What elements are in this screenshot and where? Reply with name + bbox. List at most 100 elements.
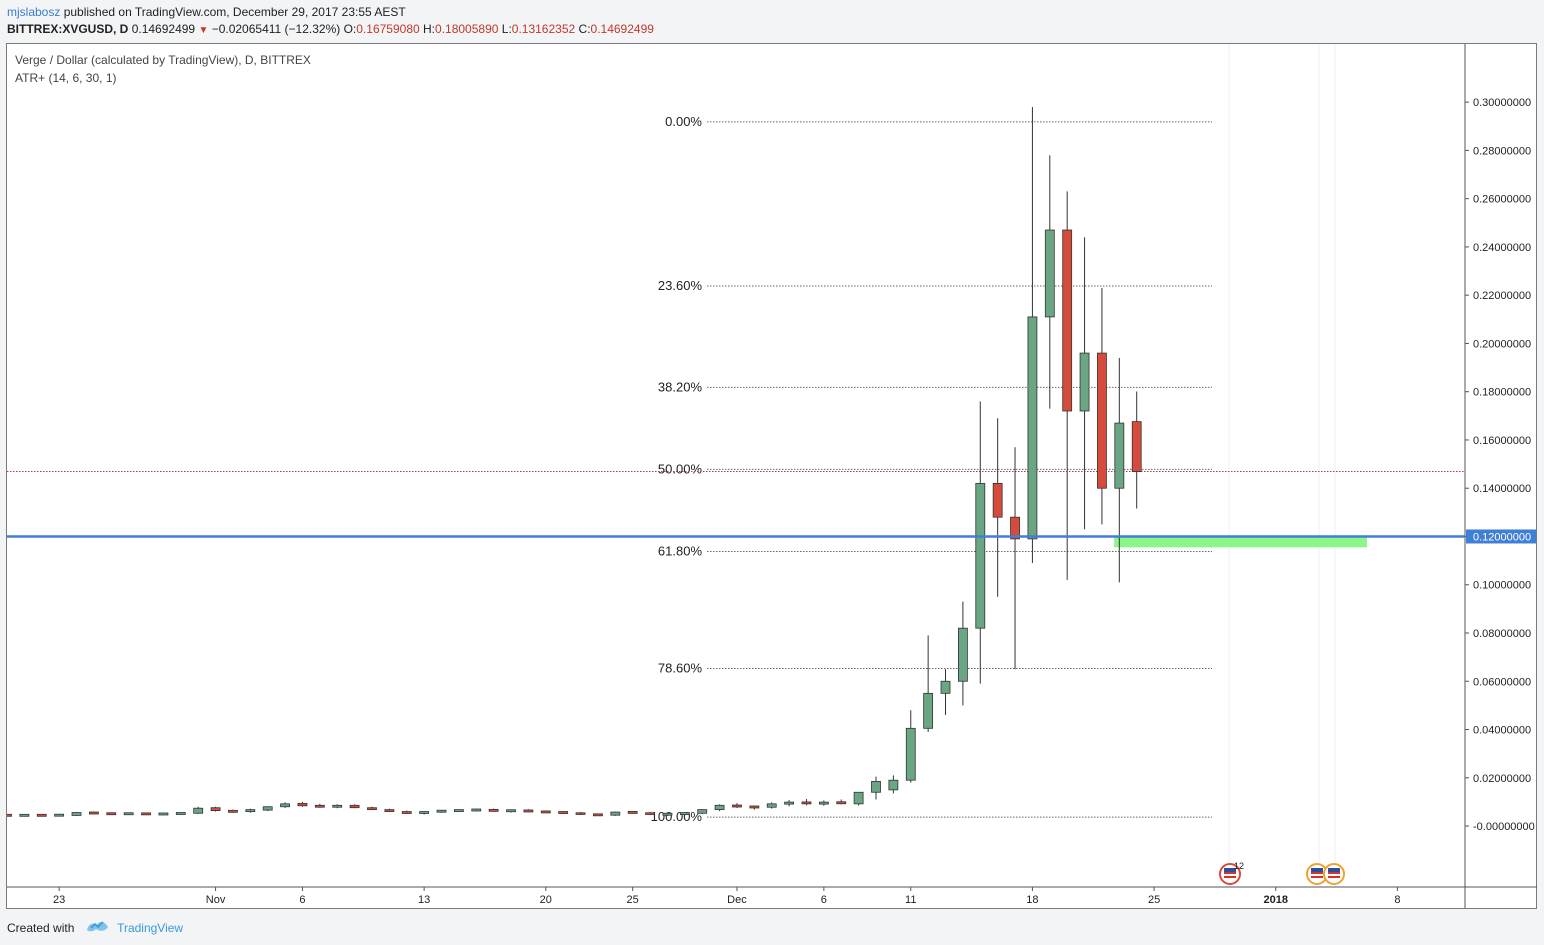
candle <box>141 812 151 816</box>
price-tick-label: 0.28000000 <box>1473 145 1531 157</box>
candle <box>732 803 742 808</box>
candle <box>575 812 586 815</box>
candle-body <box>645 812 655 815</box>
candle <box>940 669 951 716</box>
tradingview-logo-icon[interactable] <box>86 919 110 938</box>
candle <box>1044 155 1055 409</box>
close-value: 0.14692499 <box>590 22 654 36</box>
candle-body <box>593 813 603 817</box>
candle-body <box>71 812 82 816</box>
candle-body <box>245 809 256 812</box>
candle <box>801 799 812 806</box>
candle <box>175 812 186 815</box>
candle-body <box>1062 229 1073 412</box>
candle-body <box>471 808 482 812</box>
candle <box>71 812 82 816</box>
candle <box>714 804 725 812</box>
created-with-text: Created with <box>7 921 75 935</box>
candle-body <box>714 804 725 811</box>
author-link[interactable]: mjslabosz <box>7 5 61 19</box>
candle-body <box>958 627 968 682</box>
us-flag-event-icon <box>1219 863 1241 885</box>
candle <box>905 710 916 783</box>
candle-body <box>766 803 777 808</box>
fib-level-label: 38.20% <box>658 379 703 394</box>
candle-body <box>801 801 812 805</box>
candle-body <box>123 812 134 816</box>
flag-stripe <box>1224 872 1236 874</box>
candle-body <box>575 812 586 815</box>
flag-stripe <box>1328 872 1340 874</box>
candle-body <box>193 807 204 814</box>
time-tick-label: Nov <box>206 894 226 906</box>
candle <box>193 806 204 814</box>
candle <box>7 813 12 817</box>
candle <box>89 811 99 815</box>
candle-body <box>1097 352 1107 489</box>
series-legend[interactable]: Verge / Dollar (calculated by TradingVie… <box>15 53 311 67</box>
candle-body <box>1079 352 1090 412</box>
candle-body <box>436 809 447 813</box>
candle-body <box>975 482 986 629</box>
time-tick-label: 25 <box>627 894 639 906</box>
candle <box>871 776 881 800</box>
flag-stripe <box>1224 876 1236 878</box>
time-tick-label: 18 <box>1026 894 1038 906</box>
time-tick-label: 8 <box>1394 894 1400 906</box>
candle-body <box>697 809 708 814</box>
candle-body <box>506 809 516 813</box>
candle-body <box>1027 316 1038 540</box>
candle-body <box>627 811 638 814</box>
candle-body <box>314 804 325 808</box>
price-tick-label: 0.20000000 <box>1473 338 1531 350</box>
candle <box>228 809 238 813</box>
fib-level-label: 100.00% <box>651 809 703 824</box>
fib-level-label: 78.60% <box>658 660 703 675</box>
candle-body <box>1044 229 1055 318</box>
candle <box>210 806 221 812</box>
price-chart[interactable]: 0.00% 23.60% 38.20% 50.00% 61.80% 78.60% 100.0… <box>7 44 1537 908</box>
candle <box>558 811 569 814</box>
candle <box>36 813 47 817</box>
candle <box>766 802 777 809</box>
tradingview-brand[interactable]: TradingView <box>117 921 184 935</box>
candle-body <box>332 804 343 808</box>
candle <box>853 791 864 806</box>
price-tick-label: 0.24000000 <box>1473 242 1531 254</box>
flag-stripe <box>1311 872 1323 874</box>
candle <box>1079 237 1090 530</box>
candle-body <box>836 801 847 805</box>
candle <box>749 805 760 810</box>
down-arrow-icon: ▼ <box>198 25 209 36</box>
indicator-legend[interactable]: ATR+ (14, 6, 30, 1) <box>15 71 117 85</box>
candle-body <box>384 809 395 812</box>
price-tick-label: -0.00000000 <box>1473 821 1535 833</box>
candle-body <box>175 812 186 815</box>
candle <box>349 804 360 809</box>
fib-level-label: 23.60% <box>658 278 703 293</box>
candle <box>1027 106 1038 564</box>
candle-body <box>54 813 65 817</box>
candle <box>992 418 1003 597</box>
candle <box>1131 391 1142 509</box>
close-label: C: <box>578 22 591 36</box>
low-label: L: <box>501 22 512 36</box>
candle-body <box>784 801 794 805</box>
candle-body <box>297 802 308 807</box>
fib-level-label: 61.80% <box>658 543 703 558</box>
flag-stripe <box>1328 876 1340 878</box>
candle-body <box>871 781 881 793</box>
candle-body <box>89 811 99 815</box>
candle <box>332 804 343 809</box>
candle <box>1114 357 1125 583</box>
candle-body <box>662 812 673 816</box>
candle <box>401 810 412 814</box>
high-value: 0.18005890 <box>435 22 499 36</box>
price-tick-label: 0.30000000 <box>1473 97 1531 109</box>
candle <box>645 812 655 816</box>
candle-body <box>158 812 169 816</box>
candle-body <box>36 813 47 817</box>
candle <box>19 813 30 817</box>
price-tick-label: 0.02000000 <box>1473 773 1531 785</box>
candle <box>679 812 690 816</box>
